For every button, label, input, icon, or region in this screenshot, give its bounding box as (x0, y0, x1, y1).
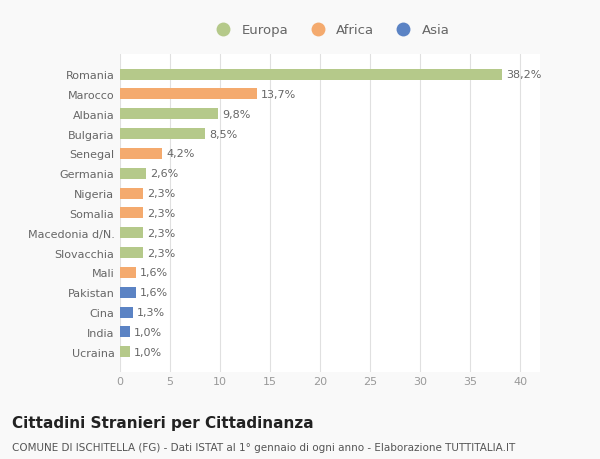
Bar (120, 129, 205, 140)
Text: 13,7%: 13,7% (261, 90, 296, 100)
Bar (120, 89, 257, 100)
Text: Cittadini Stranieri per Cittadinanza: Cittadini Stranieri per Cittadinanza (12, 415, 314, 431)
Text: 2,3%: 2,3% (147, 208, 175, 218)
Bar (120, 109, 218, 120)
Text: 2,3%: 2,3% (147, 248, 175, 258)
Bar (120, 287, 136, 298)
Text: 1,0%: 1,0% (134, 327, 162, 337)
Bar (120, 327, 130, 338)
Text: 2,6%: 2,6% (150, 169, 178, 179)
Text: 8,5%: 8,5% (209, 129, 237, 139)
Bar (120, 188, 143, 199)
Text: COMUNE DI ISCHITELLA (FG) - Dati ISTAT al 1° gennaio di ogni anno - Elaborazione: COMUNE DI ISCHITELLA (FG) - Dati ISTAT a… (12, 442, 515, 452)
Text: 1,6%: 1,6% (140, 288, 168, 297)
Bar (120, 208, 143, 219)
Text: 2,3%: 2,3% (147, 189, 175, 199)
Bar (120, 267, 136, 278)
Bar (120, 168, 146, 179)
Text: 9,8%: 9,8% (222, 110, 250, 119)
Text: 38,2%: 38,2% (506, 70, 541, 80)
Text: 2,3%: 2,3% (147, 228, 175, 238)
Bar (120, 307, 133, 318)
Text: 1,6%: 1,6% (140, 268, 168, 278)
Legend: Europa, Africa, Asia: Europa, Africa, Asia (206, 21, 454, 41)
Bar (120, 347, 130, 358)
Text: 1,0%: 1,0% (134, 347, 162, 357)
Bar (120, 69, 502, 80)
Bar (120, 247, 143, 258)
Text: 4,2%: 4,2% (166, 149, 194, 159)
Bar (120, 149, 162, 160)
Bar (120, 228, 143, 239)
Text: 1,3%: 1,3% (137, 308, 165, 317)
